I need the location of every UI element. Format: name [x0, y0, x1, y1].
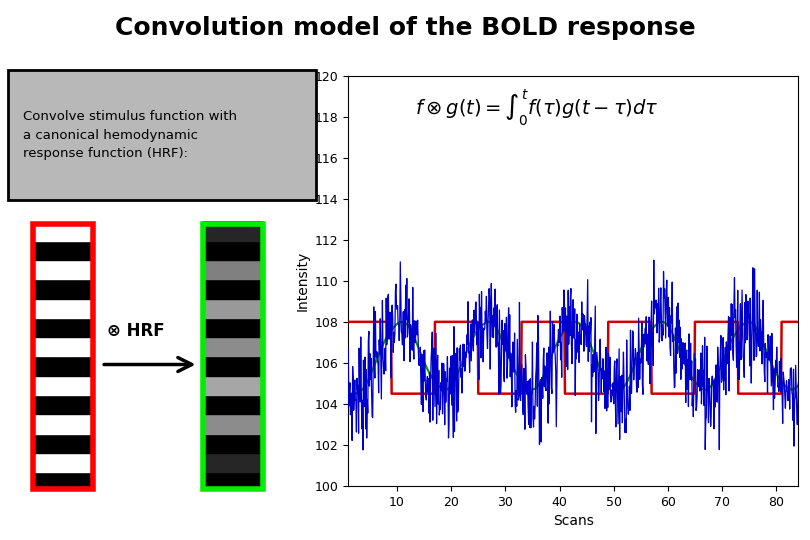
Bar: [32, 376, 93, 395]
Bar: [202, 318, 263, 337]
X-axis label: Scans: Scans: [552, 514, 594, 528]
Text: Convolve stimulus function with
a canonical hemodynamic
response function (HRF):: Convolve stimulus function with a canoni…: [23, 111, 237, 159]
Bar: [32, 279, 93, 299]
Bar: [32, 299, 93, 318]
Bar: [202, 337, 263, 356]
Bar: [202, 279, 263, 299]
Bar: [202, 453, 263, 472]
Bar: [202, 434, 263, 453]
Bar: [202, 376, 263, 395]
Bar: [32, 414, 93, 434]
Text: Convolution model of the BOLD response: Convolution model of the BOLD response: [115, 16, 695, 40]
Y-axis label: Intensity: Intensity: [295, 251, 309, 311]
Bar: [202, 356, 263, 376]
Text: $f \otimes g(t) = \int_0^t f(\tau)g(t-\tau)d\tau$: $f \otimes g(t) = \int_0^t f(\tau)g(t-\t…: [416, 88, 659, 128]
Bar: [32, 337, 93, 356]
Bar: [202, 221, 263, 241]
Bar: [32, 241, 93, 260]
Bar: [202, 414, 263, 434]
FancyBboxPatch shape: [8, 70, 316, 200]
Bar: [32, 472, 93, 491]
Bar: [202, 472, 263, 491]
Bar: [32, 356, 93, 376]
Text: ⊗ HRF: ⊗ HRF: [107, 322, 165, 340]
Bar: [32, 318, 93, 337]
Bar: [202, 260, 263, 279]
Bar: [202, 395, 263, 414]
Bar: [202, 241, 263, 260]
Bar: [202, 299, 263, 318]
Bar: [32, 434, 93, 453]
Bar: [32, 395, 93, 414]
Bar: [32, 260, 93, 279]
Bar: [32, 221, 93, 241]
Bar: [32, 453, 93, 472]
